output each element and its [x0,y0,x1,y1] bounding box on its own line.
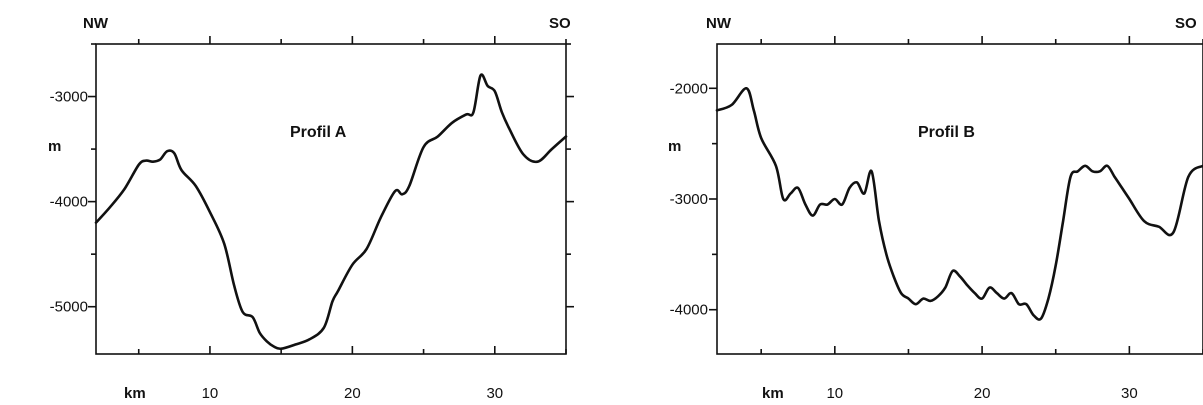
direction-right-label: SO [1175,15,1197,32]
series-line [715,87,1203,321]
x-tick-label: 30 [486,385,503,402]
y-ticks: -3000 -4000 -5000 [50,43,574,316]
y-tick-label: -4000 [670,302,708,319]
y-tick-label: -4000 [50,194,88,211]
y-tick-label: -3000 [670,191,708,208]
plot-frame [95,43,567,355]
direction-right-label: SO [549,15,571,32]
y-tick-label: -2000 [670,80,708,97]
profil-a-chart: NW SO m km Profil A 10 20 30 -3000 -4000 -50… [48,15,574,402]
x-tick-label: 30 [1121,385,1138,402]
y-tick-label: -5000 [50,299,88,316]
x-ticks: 10 20 30 [760,36,1203,402]
y-axis-label: m [48,138,61,155]
x-axis-label: km [124,385,146,402]
x-tick-label: 20 [344,385,361,402]
x-tick-label: 20 [974,385,991,402]
x-ticks: 10 20 30 [137,36,567,402]
x-axis-label: km [762,385,784,402]
y-axis-label: m [668,138,681,155]
x-tick-label: 10 [202,385,219,402]
direction-left-label: NW [706,15,732,32]
y-tick-label: -3000 [50,89,88,106]
y-ticks: -2000 -3000 -4000 [670,80,717,319]
profil-b-chart: NW SO m km Profil B 10 20 30 -2000 -3000 -40… [668,15,1203,402]
x-tick-label: 10 [826,385,843,402]
direction-left-label: NW [83,15,109,32]
chart-title: Profil B [918,124,975,141]
series-line [94,73,568,351]
chart-title: Profil A [290,124,347,141]
